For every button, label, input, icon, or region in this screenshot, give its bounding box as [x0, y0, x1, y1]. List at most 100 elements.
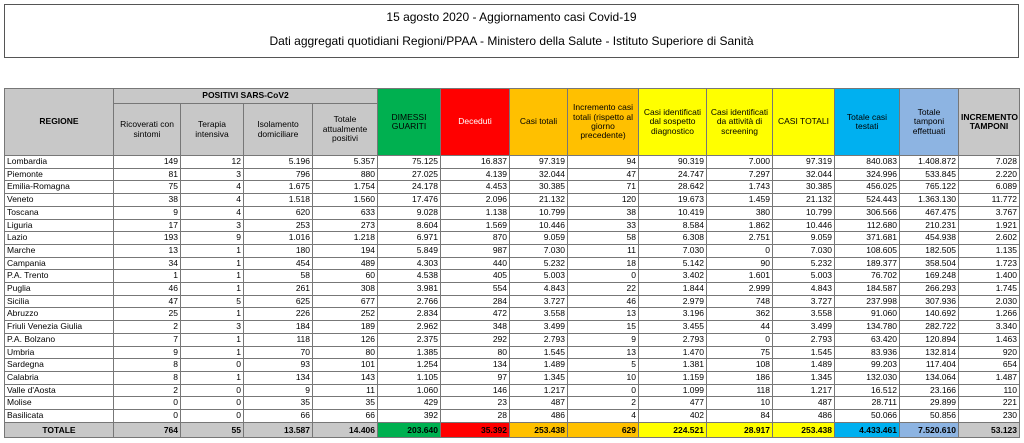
cell-value: 870 [440, 231, 510, 245]
region-name: P.A. Bolzano [4, 332, 114, 347]
cell-value: 1.560 [312, 193, 378, 207]
cell-value: 5 [180, 294, 244, 309]
cell-value: 0 [567, 269, 639, 284]
region-name: Puglia [4, 282, 114, 296]
cell-value: 80 [440, 345, 510, 360]
cell-value: 90 [706, 256, 773, 271]
table-row: Veneto 38 4 1.518 1.560 17.476 2.096 21.132 120 1… [4, 193, 1020, 207]
cell-value: 16.837 [440, 155, 510, 169]
cell-value: 12 [180, 155, 244, 169]
column-header: REGIONE [4, 88, 114, 156]
cell-value: 625 [243, 294, 313, 309]
total-value: 253.438 [772, 421, 835, 438]
cell-value: 1.363.130 [899, 193, 959, 207]
total-value: 55 [180, 421, 244, 438]
header-row: Ricoverati con sintomi Terapia intensiva I… [5, 103, 1020, 156]
table-row: Sicilia 47 5 625 677 2.766 284 3.727 46 2.979 748 3… [4, 294, 1020, 309]
cell-value: 2.375 [377, 332, 441, 347]
cell-value: 10.446 [772, 218, 835, 233]
region-name: Sardegna [4, 358, 114, 372]
cell-value: 9 [113, 205, 181, 220]
region-name: Lombardia [4, 155, 114, 169]
column-header: Totale casi testati [834, 88, 900, 156]
table-row: P.A. Bolzano 7 1 118 126 2.375 292 2.793 9 2.793 0… [4, 332, 1020, 347]
cell-value: 252 [312, 307, 378, 322]
cell-value: 47 [113, 294, 181, 309]
cell-value: 97.319 [509, 155, 568, 169]
cell-value: 9 [567, 332, 639, 347]
cell-value: 880 [312, 167, 378, 182]
cell-value: 194 [312, 243, 378, 258]
cell-value: 1.518 [243, 193, 313, 207]
cell-value: 1 [180, 256, 244, 271]
cell-value: 132.030 [834, 370, 900, 385]
table-row: Lazio 193 9 1.016 1.218 6.971 870 9.059 58 6.308 2… [4, 231, 1020, 245]
cell-value: 11 [567, 243, 639, 258]
cell-value: 134 [440, 358, 510, 372]
cell-value: 2 [113, 383, 181, 398]
column-header: Deceduti [440, 88, 510, 156]
cell-value: 17 [113, 218, 181, 233]
table-row: Friuli Venezia Giulia 2 3 184 189 2.962 348 3.4… [4, 320, 1020, 334]
cell-value: 1 [180, 370, 244, 385]
region-name: Valle d'Aosta [4, 383, 114, 398]
cell-value: 487 [509, 396, 568, 411]
cell-value: 1.723 [958, 256, 1020, 271]
cell-value: 28 [440, 409, 510, 423]
cell-value: 2.834 [377, 307, 441, 322]
cell-value: 1.754 [312, 180, 378, 195]
cell-value: 134 [243, 370, 313, 385]
table-row: Piemonte 81 3 796 880 27.025 4.139 32.044 47 24.7… [4, 167, 1020, 182]
cell-value: 83.936 [834, 345, 900, 360]
cell-value: 3.499 [509, 320, 568, 334]
cell-value: 1.743 [706, 180, 773, 195]
cell-value: 91.060 [834, 307, 900, 322]
cell-value: 11 [312, 383, 378, 398]
cell-value: 467.475 [899, 205, 959, 220]
cell-value: 99.203 [834, 358, 900, 372]
column-header: INCREMENTO TAMPONI [958, 88, 1020, 156]
cell-value: 23 [440, 396, 510, 411]
cell-value: 1.569 [440, 218, 510, 233]
cell-value: 189.377 [834, 256, 900, 271]
cell-value: 1.545 [509, 345, 568, 360]
cell-value: 486 [509, 409, 568, 423]
cell-value: 405 [440, 269, 510, 284]
cell-value: 1.105 [377, 370, 441, 385]
cell-value: 1.489 [772, 358, 835, 372]
cell-value: 7.297 [706, 167, 773, 182]
cell-value: 3.455 [638, 320, 707, 334]
cell-value: 112.680 [834, 218, 900, 233]
table-row: Puglia 46 1 261 308 3.981 554 4.843 22 1.844 2.999… [4, 282, 1020, 296]
total-row: TOTALE 764 55 13.587 14.406 203.640 35.392 253.… [4, 421, 1020, 438]
cell-value: 1.844 [638, 282, 707, 296]
table-row: Toscana 9 4 620 633 9.028 1.138 10.799 38 10.419 3… [4, 205, 1020, 220]
cell-value: 9 [180, 231, 244, 245]
cell-value: 486 [772, 409, 835, 423]
cell-value: 1.545 [772, 345, 835, 360]
cell-value: 3.727 [509, 294, 568, 309]
table-row: Marche 13 1 180 194 5.849 987 7.030 11 7.030 0 7.03… [4, 243, 1020, 258]
cell-value: 6.089 [958, 180, 1020, 195]
cell-value: 348 [440, 320, 510, 334]
cell-value: 1.470 [638, 345, 707, 360]
cell-value: 796 [243, 167, 313, 182]
table-row: Valle d'Aosta 2 0 9 11 1.060 146 1.217 0 1.099 118… [4, 383, 1020, 398]
cell-value: 71 [567, 180, 639, 195]
cell-value: 840.083 [834, 155, 900, 169]
cell-value: 440 [440, 256, 510, 271]
cell-value: 149 [113, 155, 181, 169]
cell-value: 13 [567, 307, 639, 322]
cell-value: 7.000 [706, 155, 773, 169]
cell-value: 1.254 [377, 358, 441, 372]
cell-value: 4 [180, 205, 244, 220]
cell-value: 392 [377, 409, 441, 423]
cell-value: 97 [440, 370, 510, 385]
cell-value: 472 [440, 307, 510, 322]
cell-value: 0 [180, 383, 244, 398]
cell-value: 362 [706, 307, 773, 322]
cell-value: 677 [312, 294, 378, 309]
cell-value: 7.030 [638, 243, 707, 258]
cell-value: 487 [772, 396, 835, 411]
cell-value: 230 [958, 409, 1020, 423]
